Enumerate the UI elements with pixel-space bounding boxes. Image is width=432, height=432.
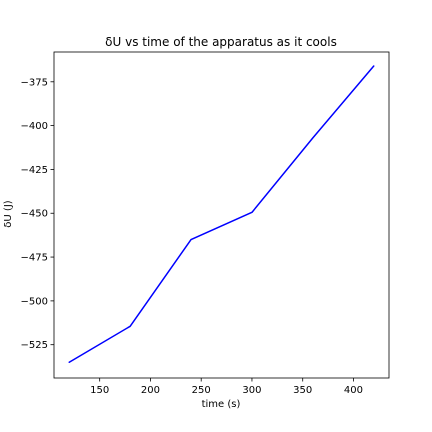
- y-axis-label: δU (J): [3, 200, 14, 227]
- y-tick-label: −425: [21, 165, 48, 176]
- x-tick-label: 350: [293, 385, 312, 396]
- x-tick-label: 250: [192, 385, 211, 396]
- y-tick-label: −525: [21, 340, 48, 351]
- x-axis-label: time (s): [202, 399, 241, 410]
- y-tick-label: −500: [21, 296, 48, 307]
- x-tick-label: 150: [90, 385, 109, 396]
- y-axis-ticks: −525 −500 −475 −450 −425 −400 −375: [21, 77, 54, 351]
- y-tick-label: −450: [21, 209, 48, 220]
- x-axis-ticks: 150 200 250 300 350 400: [90, 378, 363, 396]
- x-tick-label: 400: [344, 385, 363, 396]
- x-tick-label: 200: [141, 385, 160, 396]
- y-tick-label: −375: [21, 77, 48, 88]
- series-line: [68, 65, 375, 363]
- x-tick-label: 300: [242, 385, 261, 396]
- chart-title: δU vs time of the apparatus as it cools: [105, 35, 337, 49]
- y-tick-label: −475: [21, 253, 48, 264]
- y-tick-label: −400: [21, 121, 48, 132]
- plot-area-frame: [53, 51, 390, 379]
